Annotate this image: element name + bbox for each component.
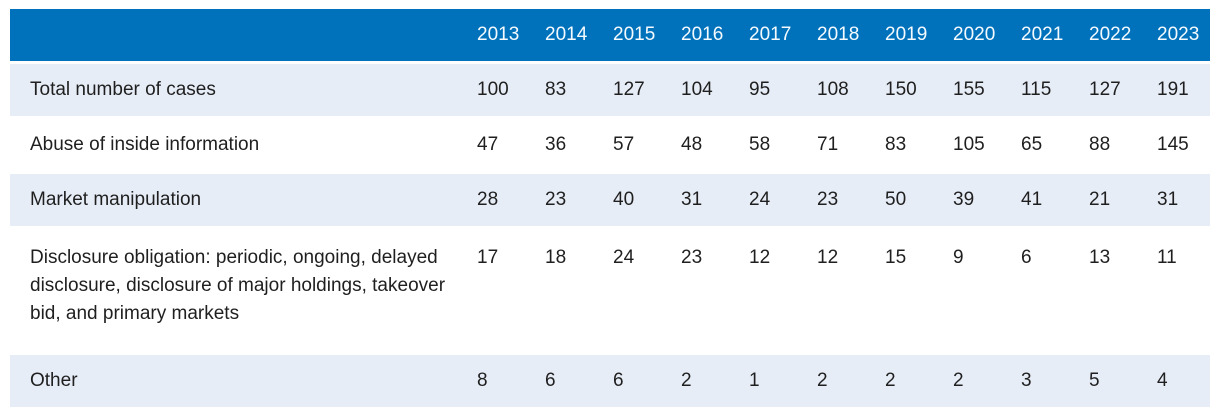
column-header-year: 2022 [1089, 24, 1132, 45]
table-row: Disclosure obligation: periodic, ongoing… [10, 229, 1210, 352]
column-header-year: 2019 [885, 24, 928, 45]
cell-value: 12 [749, 247, 771, 268]
cell-value: 88 [1089, 134, 1111, 155]
cell-value: 105 [953, 134, 985, 155]
cell-value: 8 [477, 370, 488, 391]
cases-by-type-table-container: 2013 2014 2015 2016 2017 2018 2019 2020 2021 2022… [10, 6, 1210, 410]
cell-value: 36 [545, 134, 567, 155]
column-header-year: 2017 [749, 24, 792, 45]
cases-by-type-table: 2013 2014 2015 2016 2017 2018 2019 2020 2021 2022… [10, 6, 1210, 410]
column-header-year: 2015 [613, 24, 656, 45]
column-header-year: 2023 [1157, 24, 1200, 45]
table-row: Total number of cases 100 83 127 104 95 108 150… [10, 64, 1210, 116]
cell-value: 23 [545, 189, 567, 210]
cell-value: 23 [817, 189, 839, 210]
header-empty-cell [10, 9, 477, 61]
cell-value: 108 [817, 79, 849, 100]
cell-value: 6 [1021, 247, 1032, 268]
table-header-row: 2013 2014 2015 2016 2017 2018 2019 2020 2021 2022… [10, 9, 1210, 61]
cell-value: 41 [1021, 189, 1043, 210]
cell-value: 83 [885, 134, 907, 155]
column-header-year: 2014 [545, 24, 588, 45]
cell-value: 11 [1157, 247, 1177, 268]
row-label: Market manipulation [30, 189, 202, 210]
row-label: Other [30, 370, 78, 391]
table-header: 2013 2014 2015 2016 2017 2018 2019 2020 2021 2022… [10, 9, 1210, 61]
cell-value: 31 [1157, 189, 1179, 210]
row-label: Abuse of inside information [30, 134, 260, 155]
cell-value: 115 [1021, 79, 1052, 100]
cell-value: 24 [749, 189, 771, 210]
cell-value: 127 [1089, 79, 1121, 100]
row-label: Disclosure obligation: periodic, ongoing… [30, 247, 446, 324]
cell-value: 3 [1021, 370, 1032, 391]
cell-value: 24 [613, 247, 635, 268]
cell-value: 2 [817, 370, 828, 391]
column-header-year: 2013 [477, 24, 520, 45]
cell-value: 155 [953, 79, 985, 100]
cell-value: 100 [477, 79, 509, 100]
column-header-year: 2021 [1021, 24, 1064, 45]
column-header-year: 2018 [817, 24, 860, 45]
row-label: Total number of cases [30, 79, 216, 100]
cell-value: 145 [1157, 134, 1189, 155]
table-row: Other 8 6 6 2 1 2 2 2 3 5 4 [10, 355, 1210, 407]
cell-value: 47 [477, 134, 499, 155]
cell-value: 5 [1089, 370, 1100, 391]
cell-value: 57 [613, 134, 635, 155]
cell-value: 48 [681, 134, 703, 155]
cell-value: 39 [953, 189, 975, 210]
table-body: Total number of cases 100 83 127 104 95 108 150… [10, 64, 1210, 407]
cell-value: 50 [885, 189, 907, 210]
cell-value: 18 [545, 247, 567, 268]
cell-value: 15 [885, 247, 907, 268]
cell-value: 6 [545, 370, 556, 391]
cell-value: 95 [749, 79, 771, 100]
cell-value: 104 [681, 79, 713, 100]
cell-value: 12 [817, 247, 839, 268]
table-row: Market manipulation 28 23 40 31 24 23 50 39 41 21 3… [10, 174, 1210, 226]
cell-value: 31 [681, 189, 703, 210]
cell-value: 58 [749, 134, 771, 155]
cell-value: 28 [477, 189, 499, 210]
cell-value: 191 [1157, 79, 1189, 100]
cell-value: 9 [953, 247, 964, 268]
column-header-year: 2016 [681, 24, 724, 45]
cell-value: 65 [1021, 134, 1043, 155]
cell-value: 2 [885, 370, 896, 391]
cell-value: 17 [477, 247, 499, 268]
cell-value: 150 [885, 79, 917, 100]
cell-value: 23 [681, 247, 703, 268]
column-header-year: 2020 [953, 24, 996, 45]
cell-value: 40 [613, 189, 635, 210]
cell-value: 6 [613, 370, 624, 391]
cell-value: 1 [749, 370, 760, 391]
cell-value: 13 [1089, 247, 1111, 268]
cell-value: 127 [613, 79, 645, 100]
table-row: Abuse of inside information 47 36 57 48 58 71 8… [10, 119, 1210, 171]
cell-value: 4 [1157, 370, 1168, 391]
cell-value: 2 [953, 370, 964, 391]
cell-value: 21 [1089, 189, 1111, 210]
cell-value: 2 [681, 370, 692, 391]
cell-value: 83 [545, 79, 567, 100]
cell-value: 71 [817, 134, 839, 155]
